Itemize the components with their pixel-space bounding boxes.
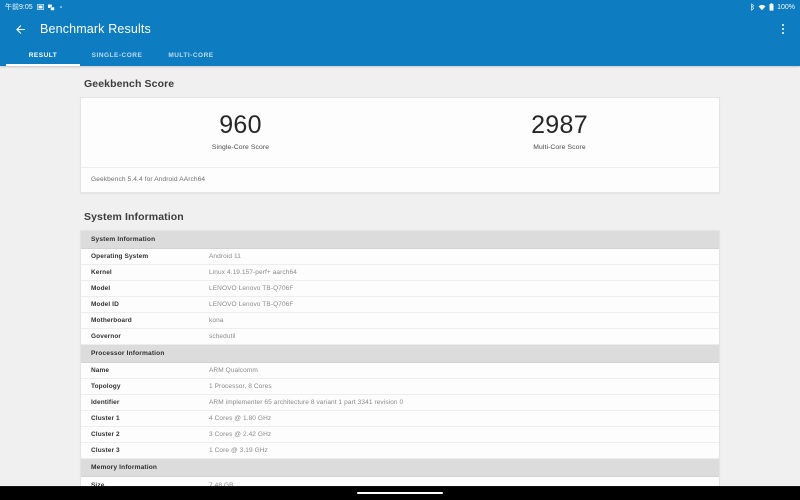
home-gesture-pill[interactable] <box>357 491 443 495</box>
dot-icon <box>59 5 63 9</box>
row-key: Model ID <box>81 296 199 314</box>
tab-single-core-label: SINGLE-CORE <box>91 51 143 59</box>
table-row: Model ID LENOVO Lenovo TB-Q706F <box>81 296 719 314</box>
row-value: 3 Cores @ 2.42 GHz <box>199 426 719 444</box>
multi-core-score-value: 2987 <box>531 111 588 139</box>
status-bar-right: 100% <box>750 3 795 11</box>
table-row: Cluster 1 4 Cores @ 1.80 GHz <box>81 410 719 428</box>
status-bar: 午前9:05 100% <box>0 0 800 14</box>
single-core-score-value: 960 <box>219 111 262 139</box>
tab-single-core[interactable]: SINGLE-CORE <box>80 44 154 66</box>
table-row: Motherboard kona <box>81 312 719 330</box>
wifi-icon <box>758 4 766 11</box>
tab-multi-core[interactable]: MULTI-CORE <box>154 44 228 66</box>
row-value: LENOVO Lenovo TB-Q706F <box>199 296 719 314</box>
more-vert-icon <box>782 32 784 34</box>
single-core-score-cell: 960 Single-Core Score <box>81 111 400 152</box>
table-row: Governor schedutil <box>81 328 719 346</box>
row-key: Governor <box>81 328 199 346</box>
row-key: Operating System <box>81 248 199 266</box>
content-scroll-area[interactable]: Geekbench Score 960 Single-Core Score 29… <box>0 66 800 486</box>
table-row: Kernel Linux 4.19.157-perf+ aarch64 <box>81 264 719 282</box>
table-group-header: Processor Information <box>81 344 719 364</box>
table-group-header: System Information <box>81 231 719 250</box>
score-row: 960 Single-Core Score 2987 Multi-Core Sc… <box>81 98 719 167</box>
score-card: 960 Single-Core Score 2987 Multi-Core Sc… <box>80 97 720 194</box>
group-header-label: System Information <box>81 231 719 250</box>
battery-icon <box>769 3 774 11</box>
row-key: Size <box>91 481 105 487</box>
table-row: Topology 1 Processor, 8 Cores <box>81 378 719 396</box>
app-bar: Benchmark Results <box>0 14 800 44</box>
row-key: Kernel <box>81 264 199 282</box>
row-value: ARM Qualcomm <box>199 362 719 380</box>
arrow-back-icon <box>15 24 25 34</box>
bluetooth-icon <box>750 3 755 11</box>
back-button[interactable] <box>10 19 30 39</box>
row-key: Cluster 2 <box>81 426 199 444</box>
row-key: Name <box>81 362 199 380</box>
table-row: Size 7.48 GB <box>81 477 719 487</box>
status-bar-left: 午前9:05 <box>5 4 63 11</box>
tab-result-label: RESULT <box>28 51 58 59</box>
more-vert-icon <box>782 28 784 30</box>
geekbench-version-text: Geekbench 5.4.4 for Android AArch64 <box>81 167 719 192</box>
tab-result[interactable]: RESULT <box>6 44 80 66</box>
system-information-table: System Information Operating System Andr… <box>81 231 719 486</box>
row-value: Linux 4.19.157-perf+ aarch64 <box>199 264 719 282</box>
row-value: kona <box>199 312 719 330</box>
overflow-menu-button[interactable] <box>774 18 792 40</box>
table-row: Cluster 3 1 Core @ 3.19 GHz <box>81 442 719 460</box>
sync-icon <box>47 4 55 11</box>
group-header-label: Memory Information <box>81 458 719 478</box>
table-row: Model LENOVO Lenovo TB-Q706F <box>81 280 719 298</box>
more-vert-icon <box>782 24 784 26</box>
row-value: 1 Core @ 3.19 GHz <box>199 442 719 460</box>
tab-multi-core-label: MULTI-CORE <box>168 51 214 59</box>
tab-bar: RESULT SINGLE-CORE MULTI-CORE <box>0 44 800 66</box>
table-row: Cluster 2 3 Cores @ 2.42 GHz <box>81 426 719 444</box>
table-row: Operating System Android 11 <box>81 248 719 266</box>
multi-core-score-cell: 2987 Multi-Core Score <box>400 111 719 152</box>
status-clock: 午前9:05 <box>5 3 33 11</box>
row-value: ARM implementer 65 architecture 8 varian… <box>199 394 719 412</box>
row-key: Cluster 1 <box>81 410 199 428</box>
system-information-card: System Information Operating System Andr… <box>80 230 720 486</box>
row-key: Model <box>81 280 199 298</box>
sim-card-icon <box>36 4 44 10</box>
table-row: Name ARM Qualcomm <box>81 362 719 380</box>
group-header-label: Processor Information <box>81 344 719 364</box>
single-core-score-label: Single-Core Score <box>211 144 270 152</box>
table-row: Identifier ARM implementer 65 architectu… <box>81 394 719 412</box>
navbar-divider <box>0 486 800 487</box>
row-key: Motherboard <box>81 312 199 330</box>
table-group-header: Memory Information <box>81 458 719 478</box>
row-value: LENOVO Lenovo TB-Q706F <box>199 280 719 298</box>
row-value: 1 Processor, 8 Cores <box>199 378 719 396</box>
multi-core-score-label: Multi-Core Score <box>533 144 586 152</box>
row-key: Cluster 3 <box>81 442 199 460</box>
row-value: Android 11 <box>199 248 719 266</box>
battery-percent: 100% <box>777 3 795 11</box>
geekbench-score-heading: Geekbench Score <box>84 78 175 90</box>
row-key: Identifier <box>81 394 199 412</box>
row-value: 7.48 GB <box>209 481 234 487</box>
row-value: schedutil <box>199 328 719 346</box>
row-key: Topology <box>81 378 199 396</box>
system-information-heading: System Information <box>84 211 184 224</box>
system-navigation-bar <box>0 486 800 500</box>
row-value: 4 Cores @ 1.80 GHz <box>199 410 719 428</box>
page-title: Benchmark Results <box>40 22 151 36</box>
